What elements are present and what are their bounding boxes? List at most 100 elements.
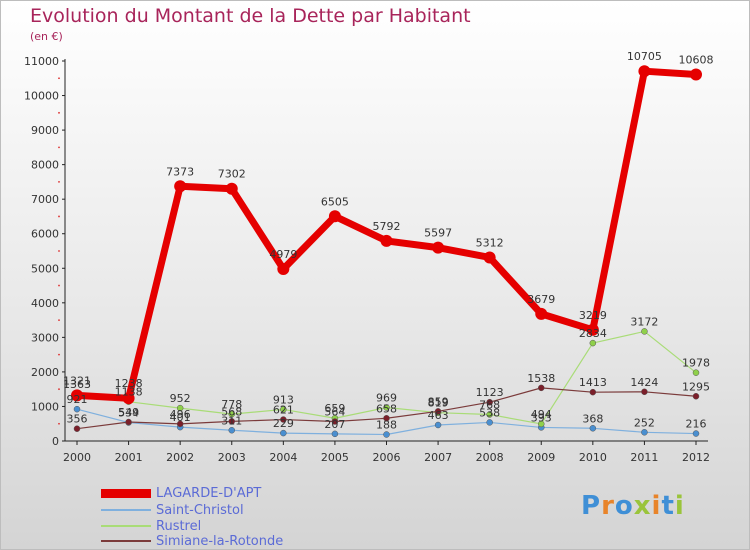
x-tick-label: 2000 <box>63 451 91 464</box>
data-point-saint-christol <box>228 427 235 434</box>
data-label-saint-christol: 401 <box>170 411 191 424</box>
data-label-lagarde-d-apt: 7373 <box>166 165 194 178</box>
logo-letter: t <box>661 491 675 521</box>
data-label-simiane-la-rotonde: 1538 <box>527 372 555 385</box>
data-label-saint-christol: 311 <box>221 414 242 427</box>
legend-item-rustrel: Rustrel <box>101 518 201 534</box>
data-label-lagarde-d-apt: 1238 <box>115 377 143 390</box>
y-minor-tick <box>58 77 60 80</box>
y-minor-tick <box>58 215 60 218</box>
data-point-saint-christol <box>641 429 648 436</box>
data-label-saint-christol: 368 <box>582 412 603 425</box>
data-label-lagarde-d-apt: 5597 <box>424 227 452 240</box>
data-point-simiane-la-rotonde <box>486 398 493 406</box>
data-label-lagarde-d-apt: 3219 <box>579 309 607 322</box>
data-label-lagarde-d-apt: 10608 <box>679 54 714 67</box>
data-point-rustrel <box>692 369 700 376</box>
y-minor-tick <box>58 284 60 287</box>
data-point-saint-christol <box>434 421 442 429</box>
data-point-rustrel <box>280 406 287 413</box>
data-label-lagarde-d-apt: 6505 <box>321 195 349 208</box>
data-label-saint-christol: 188 <box>376 419 397 432</box>
data-label-lagarde-d-apt: 10705 <box>627 50 662 63</box>
data-point-simiane-la-rotonde <box>73 425 81 432</box>
legend-swatch-saint-christol <box>101 509 151 511</box>
data-label-rustrel: 819 <box>428 397 449 410</box>
legend-label-lagarde: LAGARDE-D'APT <box>156 485 262 501</box>
data-label-lagarde-d-apt: 1321 <box>63 374 91 387</box>
y-tick-label: 10000 <box>24 90 59 103</box>
data-point-saint-christol <box>73 405 81 413</box>
logo-letter: o <box>614 491 634 521</box>
y-tick-label: 8000 <box>31 159 59 172</box>
y-minor-tick <box>58 181 60 183</box>
x-tick-label: 2006 <box>373 451 401 464</box>
y-tick-label: 11000 <box>24 55 59 68</box>
logo-letter: P <box>581 491 602 521</box>
data-label-saint-christol: 921 <box>67 393 88 406</box>
x-tick-label: 2005 <box>321 451 349 464</box>
data-label-simiane-la-rotonde: 621 <box>273 404 294 417</box>
data-point-simiane-la-rotonde <box>228 418 235 425</box>
data-point-rustrel <box>538 420 545 428</box>
data-label-lagarde-d-apt: 5312 <box>476 236 504 249</box>
legend-swatch-lagarde <box>101 488 151 498</box>
x-tick-label: 2003 <box>218 451 246 464</box>
data-label-simiane-la-rotonde: 549 <box>118 406 139 419</box>
y-tick-label: 1000 <box>31 400 59 413</box>
data-label-rustrel: 952 <box>170 392 191 405</box>
data-label-saint-christol: 207 <box>324 418 345 431</box>
data-point-lagarde-d-apt <box>328 210 341 223</box>
data-label-rustrel: 494 <box>531 408 552 421</box>
x-tick-label: 2007 <box>424 451 452 464</box>
proxiti-logo: Proxiti <box>581 491 685 521</box>
data-label-rustrel: 778 <box>221 398 242 411</box>
legend-label-rustrel: Rustrel <box>156 518 202 534</box>
legend-item-saint-christol: Saint-Christol <box>101 502 244 518</box>
legend-label-simiane: Simiane-la-Rotonde <box>156 533 284 549</box>
y-minor-tick <box>58 146 60 149</box>
data-point-simiane-la-rotonde <box>641 388 648 396</box>
data-point-rustrel <box>589 339 597 347</box>
data-label-simiane-la-rotonde: 564 <box>324 406 345 419</box>
legend-item-lagarde: LAGARDE-D'APT <box>101 485 261 501</box>
logo-letter: x <box>633 491 652 521</box>
data-point-lagarde-d-apt <box>535 307 548 320</box>
data-label-rustrel: 3172 <box>630 315 658 328</box>
data-point-lagarde-d-apt <box>277 262 290 275</box>
data-label-saint-christol: 216 <box>686 418 707 431</box>
y-tick-label: 9000 <box>31 124 59 137</box>
y-minor-tick <box>58 250 60 252</box>
logo-letter: i <box>651 491 662 521</box>
data-label-rustrel: 913 <box>273 393 294 406</box>
data-label-rustrel: 969 <box>376 392 397 405</box>
data-point-lagarde-d-apt <box>380 234 393 247</box>
data-point-simiane-la-rotonde <box>125 418 132 426</box>
data-point-simiane-la-rotonde <box>331 418 339 425</box>
y-minor-tick <box>58 388 60 391</box>
data-point-saint-christol <box>692 430 700 437</box>
x-tick-label: 2011 <box>630 451 658 464</box>
data-point-simiane-la-rotonde <box>434 408 442 415</box>
data-point-lagarde-d-apt <box>690 68 702 81</box>
y-minor-tick <box>58 422 60 425</box>
y-tick-label: 4000 <box>31 297 59 310</box>
x-tick-label: 2004 <box>269 451 297 464</box>
data-point-simiane-la-rotonde <box>692 393 700 400</box>
chart-title: Evolution du Montant de la Dette par Hab… <box>30 5 471 27</box>
y-minor-tick <box>58 353 60 356</box>
y-tick-label: 2000 <box>31 366 59 379</box>
data-label-saint-christol: 393 <box>531 411 552 424</box>
data-point-lagarde-d-apt <box>432 241 445 254</box>
data-point-rustrel <box>176 404 184 412</box>
data-point-lagarde-d-apt <box>586 323 599 336</box>
data-label-rustrel: 768 <box>479 398 500 411</box>
y-tick-label: 5000 <box>31 262 59 275</box>
x-tick-label: 2008 <box>476 451 504 464</box>
data-point-simiane-la-rotonde <box>538 384 545 392</box>
data-label-lagarde-d-apt: 4979 <box>269 248 297 261</box>
data-point-lagarde-d-apt <box>71 389 83 402</box>
logo-letter: i <box>674 491 685 521</box>
data-label-saint-christol: 463 <box>428 409 449 422</box>
data-label-saint-christol: 252 <box>634 416 655 429</box>
